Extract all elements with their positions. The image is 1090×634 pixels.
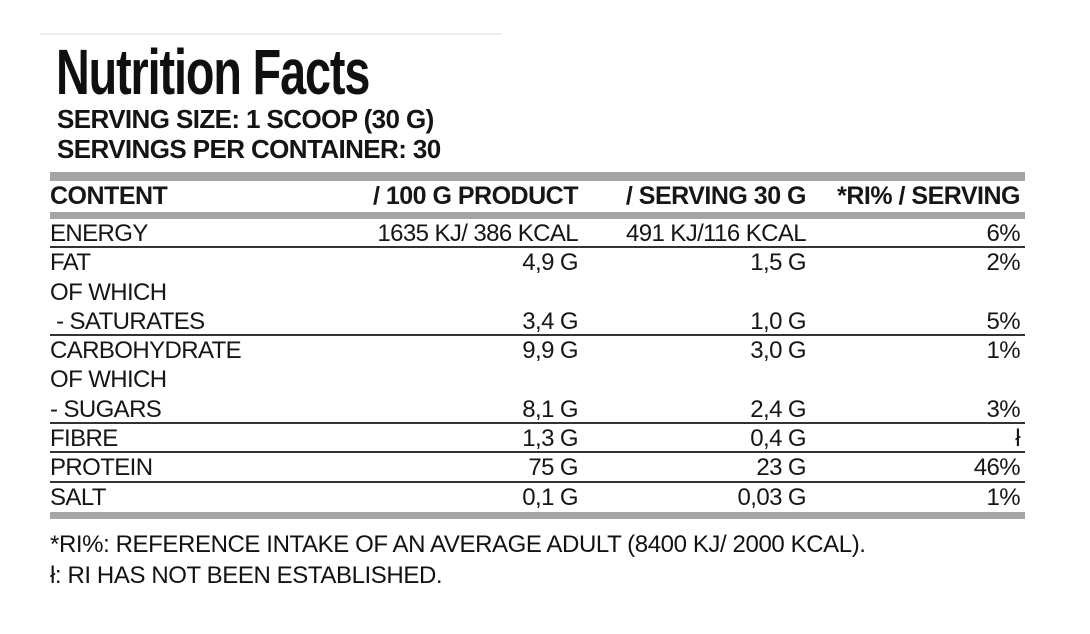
row-name: - SATURATES [50, 307, 205, 335]
row-per-100g: 3,4 G [522, 307, 578, 335]
servings-per-container-line: SERVINGS PER CONTAINER: 30 [57, 134, 441, 164]
row-name: PROTEIN [50, 454, 153, 482]
row-per-serving: 3,0 G [750, 337, 806, 365]
table-row-of-which-1: OF WHICH [50, 278, 1025, 307]
row-per-serving: 23 G [756, 454, 806, 482]
table-row-of-which-2: OF WHICH [50, 365, 1025, 394]
row-per-serving: 1,0 G [750, 307, 806, 335]
row-ri-percent: 6% [986, 220, 1021, 247]
row-name: CARBOHYDRATE [50, 337, 242, 365]
row-per-100g [300, 278, 578, 307]
row-per-100g: 9,9 G [522, 337, 578, 365]
table-row-saturates: - SATURATES 3,4 G 1,0 G 5% [50, 307, 1025, 337]
table-row-carbohydrate: CARBOHYDRATE 9,9 G 3,0 G 1% [50, 336, 1025, 365]
row-name: OF WHICH [50, 278, 167, 306]
row-ri-percent: 1% [986, 483, 1021, 511]
row-per-100g [300, 365, 578, 394]
header-ri-percent: *RI% / SERVING [837, 182, 1020, 210]
table-row-energy: ENERGY 1635 KJ/ 386 KCAL 491 KJ/116 KCAL… [50, 219, 1025, 249]
row-ri-percent: ł [1015, 425, 1020, 453]
row-name: FAT [50, 249, 91, 277]
table-top-bar [50, 172, 1025, 181]
row-per-100g: 0,1 G [522, 483, 578, 511]
row-name: FIBRE [50, 425, 118, 453]
row-name: ENERGY [50, 220, 148, 247]
row-per-100g: 1,3 G [522, 425, 578, 453]
row-ri-percent [806, 365, 1020, 394]
row-per-serving: 0,4 G [750, 425, 806, 453]
header-per-100g: / 100 G PRODUCT [372, 182, 579, 210]
table-bottom-bar [50, 511, 1025, 519]
row-ri-percent: 5% [986, 307, 1021, 335]
scan-artifact-line [40, 33, 502, 35]
row-per-serving [578, 365, 806, 394]
row-per-serving: 0,03 G [737, 483, 807, 511]
row-per-100g: 75 G [528, 454, 578, 482]
table-row-fat: FAT 4,9 G 1,5 G 2% [50, 248, 1025, 277]
header-content: CONTENT [50, 182, 168, 210]
page-title: Nutrition Facts [56, 36, 370, 108]
footnote-ri-definition: *RI%: REFERENCE INTAKE OF AN AVERAGE ADU… [50, 531, 866, 558]
row-ri-percent: 2% [986, 249, 1021, 277]
row-per-serving: 491 KJ/116 KCAL [625, 220, 807, 247]
row-ri-percent: 1% [986, 337, 1021, 365]
row-per-100g: 1635 KJ/ 386 KCAL [377, 220, 578, 247]
serving-size-line: SERVING SIZE: 1 SCOOP (30 G) [57, 104, 434, 134]
table-row-fibre: FIBRE 1,3 G 0,4 G ł [50, 424, 1025, 454]
row-per-serving: 1,5 G [750, 249, 806, 277]
row-per-100g: 4,9 G [522, 249, 578, 277]
table-header-row: CONTENT / 100 G PRODUCT / SERVING 30 G *… [50, 181, 1025, 212]
footnote-ri-not-established: ł: RI HAS NOT BEEN ESTABLISHED. [50, 562, 443, 589]
row-ri-percent: 3% [986, 395, 1021, 423]
table-row-sugars: - SUGARS 8,1 G 2,4 G 3% [50, 395, 1025, 425]
row-per-serving [578, 278, 806, 307]
row-name: - SUGARS [50, 395, 162, 423]
row-name: OF WHICH [50, 366, 167, 394]
row-ri-percent [806, 278, 1020, 307]
row-name: SALT [50, 483, 106, 511]
row-ri-percent: 46% [973, 454, 1021, 482]
row-per-serving: 2,4 G [750, 395, 806, 423]
table-row-protein: PROTEIN 75 G 23 G 46% [50, 453, 1025, 483]
row-per-100g: 8,1 G [522, 395, 578, 423]
table-row-salt: SALT 0,1 G 0,03 G 1% [50, 483, 1025, 512]
nutrition-table: CONTENT / 100 G PRODUCT / SERVING 30 G *… [50, 172, 1025, 519]
header-divider-bar [50, 212, 1025, 219]
header-per-serving: / SERVING 30 G [625, 182, 807, 210]
